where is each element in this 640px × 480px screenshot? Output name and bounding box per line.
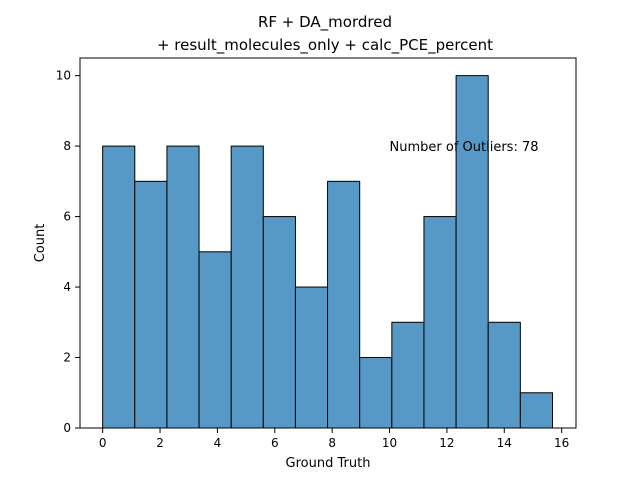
y-axis-label: Count [33,224,48,263]
x-tick-label: 14 [497,436,512,450]
chart-title-line-1: RF + DA_mordred [258,13,392,32]
histogram-bar [230,145,264,429]
histogram-bar [423,216,457,429]
x-tick-label: 8 [328,436,336,450]
histogram-bar [327,180,361,429]
histogram-bar [134,180,168,429]
histogram-bar [455,75,489,429]
x-tick-label: 0 [99,436,107,450]
histogram-bar [359,357,393,429]
y-tick-label: 10 [56,69,71,83]
histogram-bar [166,145,200,429]
outliers-annotation: Number of Outliers: 78 [390,140,539,155]
x-axis-label: Ground Truth [286,456,371,471]
x-tick-label: 2 [156,436,164,450]
x-axis-ticks: 0 2 4 6 8 10 12 14 16 [99,428,569,450]
bars-group [102,75,553,429]
plot-frame [79,57,577,429]
y-tick-label: 0 [63,421,71,435]
y-axis-ticks: 0 2 4 6 8 10 [56,69,80,435]
x-tick-label: 12 [439,436,454,450]
histogram-bar [262,216,296,429]
y-tick-label: 4 [63,280,71,294]
chart-title-line-2: + result_molecules_only + calc_PCE_perce… [157,36,493,55]
x-tick-label: 4 [214,436,222,450]
y-tick-label: 6 [63,210,71,224]
x-tick-label: 16 [554,436,569,450]
y-tick-label: 8 [63,139,71,153]
histogram-bar [294,286,329,429]
histogram-bar [487,321,521,429]
x-tick-label: 10 [382,436,397,450]
y-tick-label: 2 [63,351,71,365]
histogram-bar [102,145,136,429]
histogram-bar [198,251,232,429]
histogram-bar [391,321,425,429]
x-tick-label: 6 [271,436,279,450]
histogram-bar [519,392,553,429]
